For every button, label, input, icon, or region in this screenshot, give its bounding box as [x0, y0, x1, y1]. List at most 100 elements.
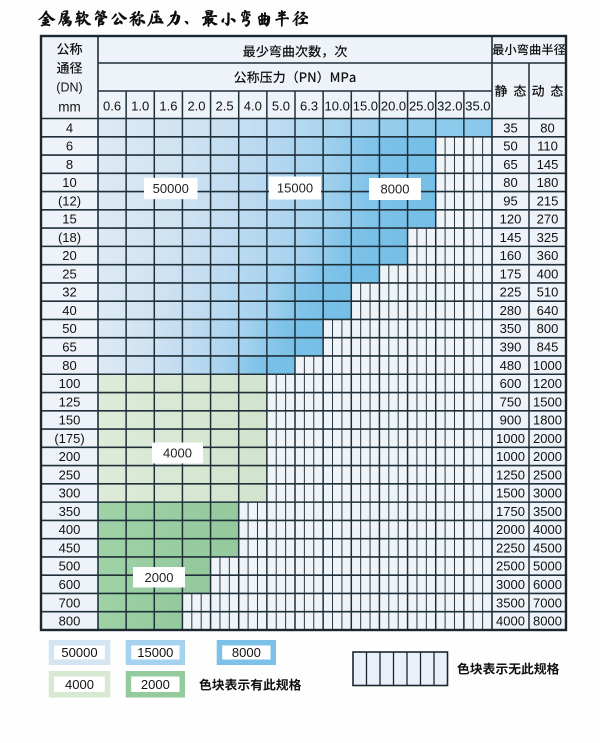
svg-text:80: 80: [503, 175, 517, 190]
svg-text:8000: 8000: [232, 645, 261, 660]
svg-text:15000: 15000: [137, 645, 173, 660]
svg-text:8: 8: [66, 157, 73, 172]
svg-text:4500: 4500: [533, 541, 562, 556]
svg-text:2500: 2500: [496, 559, 525, 574]
svg-text:1250: 1250: [496, 467, 525, 482]
svg-text:35: 35: [503, 120, 517, 135]
svg-text:mm: mm: [58, 100, 81, 115]
svg-text:1000: 1000: [533, 358, 562, 373]
svg-text:40: 40: [62, 303, 76, 318]
svg-text:50: 50: [503, 139, 517, 154]
svg-text:145: 145: [537, 157, 559, 172]
svg-text:500: 500: [59, 559, 81, 574]
svg-text:1800: 1800: [533, 413, 562, 428]
svg-text:(18): (18): [58, 230, 81, 245]
svg-text:1000: 1000: [496, 449, 525, 464]
svg-text:15: 15: [62, 212, 76, 227]
svg-text:2000: 2000: [533, 431, 562, 446]
svg-text:32: 32: [62, 285, 76, 300]
svg-text:145: 145: [500, 230, 522, 245]
svg-text:250: 250: [59, 467, 81, 482]
svg-text:4000: 4000: [163, 446, 192, 461]
svg-text:20: 20: [62, 248, 76, 263]
svg-text:15.0: 15.0: [353, 98, 378, 113]
svg-text:(DN): (DN): [56, 81, 82, 95]
svg-text:2000: 2000: [145, 570, 174, 585]
svg-text:450: 450: [59, 541, 81, 556]
svg-text:800: 800: [59, 614, 81, 629]
svg-text:2000: 2000: [533, 449, 562, 464]
svg-text:125: 125: [59, 394, 81, 409]
svg-text:50000: 50000: [153, 181, 189, 196]
svg-text:6000: 6000: [533, 577, 562, 592]
svg-text:150: 150: [59, 413, 81, 428]
svg-text:6: 6: [66, 139, 73, 154]
svg-text:3500: 3500: [496, 595, 525, 610]
svg-text:5.0: 5.0: [272, 98, 290, 113]
svg-text:80: 80: [62, 358, 76, 373]
svg-text:3000: 3000: [496, 577, 525, 592]
svg-text:350: 350: [500, 321, 522, 336]
svg-text:25.0: 25.0: [409, 98, 434, 113]
svg-text:8000: 8000: [533, 614, 562, 629]
svg-text:50: 50: [62, 321, 76, 336]
svg-text:180: 180: [537, 175, 559, 190]
svg-text:110: 110: [537, 139, 558, 154]
svg-text:15000: 15000: [277, 181, 313, 196]
svg-text:20.0: 20.0: [381, 98, 406, 113]
svg-text:1200: 1200: [533, 376, 562, 391]
svg-text:95: 95: [503, 193, 517, 208]
svg-text:1.0: 1.0: [131, 98, 149, 113]
svg-text:300: 300: [59, 486, 81, 501]
svg-text:25: 25: [62, 266, 76, 281]
svg-text:5000: 5000: [533, 559, 562, 574]
svg-text:2.5: 2.5: [216, 98, 234, 113]
svg-text:4.0: 4.0: [244, 98, 262, 113]
svg-text:600: 600: [500, 376, 522, 391]
svg-text:0.6: 0.6: [103, 98, 121, 113]
svg-text:1500: 1500: [533, 394, 562, 409]
svg-text:640: 640: [537, 303, 559, 318]
svg-text:65: 65: [62, 340, 76, 355]
svg-text:1500: 1500: [496, 486, 525, 501]
svg-text:6.3: 6.3: [300, 98, 318, 113]
svg-text:2000: 2000: [496, 522, 525, 537]
svg-text:280: 280: [500, 303, 522, 318]
svg-text:1000: 1000: [496, 431, 525, 446]
svg-text:325: 325: [537, 230, 559, 245]
svg-text:175: 175: [500, 266, 522, 281]
svg-text:3000: 3000: [533, 486, 562, 501]
svg-text:600: 600: [59, 577, 81, 592]
svg-text:510: 510: [537, 285, 559, 300]
svg-text:800: 800: [537, 321, 559, 336]
svg-text:4000: 4000: [533, 522, 562, 537]
svg-text:50000: 50000: [61, 645, 97, 660]
svg-text:160: 160: [500, 248, 522, 263]
svg-text:2250: 2250: [496, 541, 525, 556]
svg-text:360: 360: [537, 248, 559, 263]
svg-text:400: 400: [59, 522, 81, 537]
svg-text:10: 10: [62, 175, 76, 190]
svg-text:120: 120: [500, 212, 522, 227]
svg-text:200: 200: [59, 449, 81, 464]
svg-text:(12): (12): [58, 193, 81, 208]
svg-text:(175): (175): [54, 431, 84, 446]
svg-text:4: 4: [66, 120, 73, 135]
svg-text:7000: 7000: [533, 595, 562, 610]
svg-text:700: 700: [59, 595, 81, 610]
svg-text:80: 80: [540, 120, 554, 135]
svg-text:2.0: 2.0: [187, 98, 205, 113]
svg-text:480: 480: [500, 358, 522, 373]
svg-text:8000: 8000: [381, 182, 410, 197]
svg-text:900: 900: [500, 413, 522, 428]
svg-text:400: 400: [537, 266, 559, 281]
svg-text:10.0: 10.0: [325, 98, 350, 113]
svg-text:2500: 2500: [533, 467, 562, 482]
svg-text:100: 100: [59, 376, 81, 391]
svg-text:750: 750: [500, 394, 522, 409]
svg-text:65: 65: [503, 157, 517, 172]
svg-text:4000: 4000: [496, 614, 525, 629]
svg-text:390: 390: [500, 340, 522, 355]
svg-text:3500: 3500: [533, 504, 562, 519]
svg-text:270: 270: [537, 212, 559, 227]
